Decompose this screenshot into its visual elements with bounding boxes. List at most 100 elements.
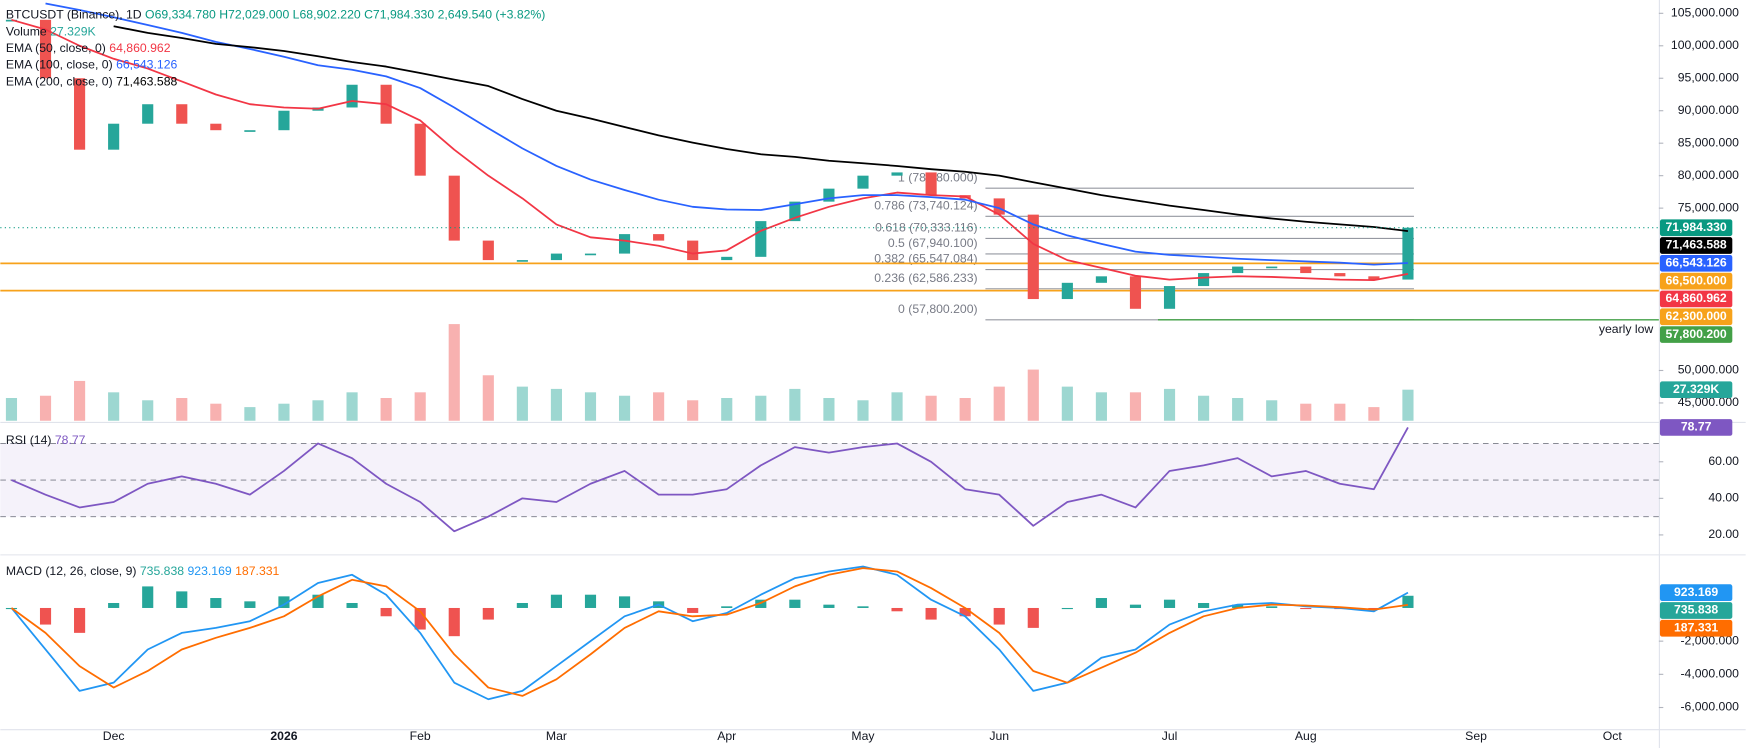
candle <box>618 234 631 254</box>
price-tag-label: 66,500.000 <box>1666 273 1727 287</box>
candle <box>584 253 597 256</box>
candle <box>891 172 903 176</box>
histogram-bar <box>550 594 563 608</box>
candle <box>278 110 290 131</box>
candle <box>1300 266 1312 274</box>
price-tag <box>1659 237 1733 254</box>
histogram-bar <box>721 606 733 608</box>
x-tick-label: Jul <box>1162 729 1178 743</box>
histogram-bar <box>1266 606 1278 608</box>
candle <box>108 123 120 150</box>
candle <box>176 104 188 124</box>
legend-value: 27.329K <box>50 25 96 39</box>
volume-bar <box>1232 398 1244 421</box>
x-tick-label: Sep <box>1465 729 1487 743</box>
legend-value: O69,334.780 H72,029.000 L68,902.220 C71,… <box>145 8 545 22</box>
price-tag-label: 57,800.200 <box>1666 327 1727 341</box>
candle <box>482 240 494 261</box>
y-tick-label: 80,000.000 <box>1678 168 1739 182</box>
volume-bar <box>1334 403 1346 421</box>
legend-name: BTCUSDT (Binance), 1D <box>6 8 142 22</box>
price-tag <box>1659 272 1733 290</box>
x-tick-label: Dec <box>103 729 125 743</box>
volume-bar <box>993 386 1005 421</box>
histogram-bar <box>789 599 801 608</box>
candle <box>653 234 665 241</box>
legend-title: MACD (12, 26, close, 9) <box>6 564 137 578</box>
y-tick-label: 50,000.000 <box>1678 363 1739 377</box>
candle <box>1198 273 1210 287</box>
histogram-bar <box>108 602 120 608</box>
price-tag <box>1659 308 1733 326</box>
histogram-bar <box>346 602 358 608</box>
volume-bar <box>1198 395 1210 421</box>
histogram-bar <box>1095 598 1107 608</box>
volume-bar <box>1402 389 1414 421</box>
price-tag-label: 78.77 <box>1681 420 1712 434</box>
indicator-line <box>10 567 1409 697</box>
price-tag-label: 735.838 <box>1674 603 1718 617</box>
volume-bar <box>142 400 154 421</box>
x-tick-label: Apr <box>717 729 736 743</box>
y-tick-label: 20.00 <box>1708 527 1739 541</box>
histogram-bar <box>278 596 290 608</box>
legend-name: EMA (200, close, 0) <box>6 75 113 89</box>
legend-row: EMA (100, close, 0) 66,543.126 <box>6 58 178 72</box>
price-tag <box>1659 584 1733 602</box>
x-tick-label: Feb <box>410 729 431 743</box>
volume-bar <box>5 398 18 421</box>
candle <box>1232 266 1244 274</box>
histogram-bar <box>210 598 222 608</box>
histogram-bar <box>1402 595 1414 608</box>
histogram-bar <box>244 601 256 608</box>
legend-value: 923.169 <box>187 564 231 578</box>
histogram-bar <box>39 607 52 625</box>
candle <box>1129 276 1142 309</box>
volume-bar <box>244 407 256 421</box>
volume-bar <box>823 398 835 421</box>
volume-bar <box>1266 400 1278 421</box>
legend-value: 735.838 <box>140 564 184 578</box>
histogram-bar <box>1061 607 1073 610</box>
legend-value: 187.331 <box>235 564 279 578</box>
histogram-bar <box>414 607 426 630</box>
histogram-bar <box>687 607 699 613</box>
histogram-bar <box>380 607 392 617</box>
price-tag-label: 62,300.000 <box>1666 309 1727 323</box>
indicator-line <box>113 25 1409 232</box>
volume-bar <box>959 398 971 421</box>
y-tick-label: 105,000.000 <box>1671 6 1739 20</box>
volume-bar <box>857 400 869 421</box>
legend-row: MACD (12, 26, close, 9) 735.838 923.169 … <box>6 564 280 578</box>
candle <box>550 253 563 261</box>
price-tag <box>1659 219 1733 237</box>
candle <box>1027 214 1039 300</box>
candle <box>39 19 52 79</box>
candle <box>142 104 154 124</box>
candle <box>210 123 222 131</box>
volume-bar <box>789 388 801 421</box>
legend-row: EMA (50, close, 0) 64,860.962 <box>6 41 171 55</box>
candle <box>516 260 528 262</box>
histogram-bar <box>823 604 835 608</box>
volume-bar <box>550 388 563 421</box>
price-tag-label: 187.331 <box>1674 621 1718 635</box>
histogram-bar <box>482 607 494 620</box>
histogram-bar <box>448 607 460 637</box>
candle <box>789 201 801 222</box>
legend-value: 78.77 <box>55 433 86 447</box>
candle <box>244 130 256 132</box>
y-tick-label: 45,000.000 <box>1678 395 1739 409</box>
histogram-bar <box>1300 607 1312 610</box>
x-tick-label: Jun <box>989 729 1009 743</box>
price-tag <box>1659 602 1733 619</box>
y-tick-label: -2,000.000 <box>1680 633 1739 647</box>
candle <box>1402 227 1414 280</box>
histogram-bar <box>176 591 188 608</box>
volume-bar <box>1095 392 1107 421</box>
volume-bar <box>584 392 597 421</box>
histogram-bar <box>142 586 154 608</box>
price-tag-label: 64,860.962 <box>1666 291 1727 305</box>
candle <box>925 172 937 196</box>
